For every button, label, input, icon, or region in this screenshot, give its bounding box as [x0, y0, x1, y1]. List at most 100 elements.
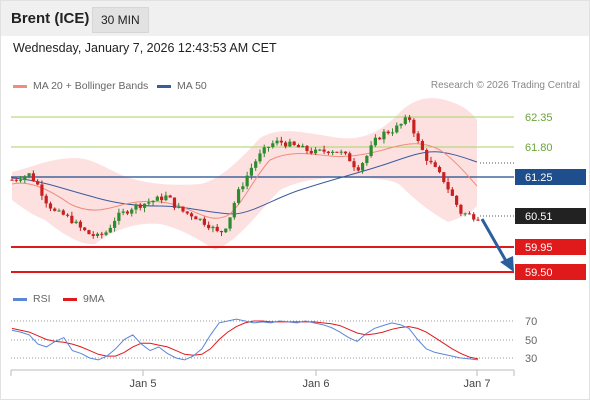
candle-body: [437, 166, 442, 173]
candle-body: [147, 202, 151, 204]
candle-body: [164, 195, 168, 201]
label-60-51: 60.51: [515, 208, 586, 224]
timeframe-button[interactable]: 30 MIN: [92, 7, 149, 33]
candle-body: [185, 211, 189, 214]
candle-body: [467, 213, 472, 215]
candle-body: [87, 230, 91, 235]
candle-body: [275, 140, 279, 144]
label-61-80-text: 61.80: [525, 142, 553, 154]
candle-body: [91, 234, 95, 236]
candle-body: [113, 220, 117, 228]
label-59-50: 59.50: [515, 264, 586, 280]
label-62-35: 62.35: [525, 112, 553, 124]
candle-body: [420, 141, 425, 150]
candle-body: [207, 224, 211, 229]
candle-body: [407, 117, 412, 120]
candle-body: [228, 217, 232, 229]
candle-body: [254, 161, 258, 168]
candle-body: [177, 206, 181, 208]
candle-body: [399, 123, 403, 126]
candle-body: [117, 212, 121, 221]
candle-body: [339, 151, 343, 153]
candle-series: [10, 114, 480, 239]
label-59-50-text: 59.50: [525, 267, 553, 279]
x-label-jan6: Jan 6: [303, 378, 330, 390]
label-61-80: 61.80: [525, 142, 553, 154]
candle-body: [296, 145, 301, 148]
label-60-51-text: 60.51: [525, 211, 553, 223]
candle-body: [31, 173, 35, 182]
ma20-swatch: [13, 84, 27, 88]
label-61-25-text: 61.25: [525, 172, 553, 184]
candle-body: [288, 141, 292, 147]
candle-body: [215, 226, 219, 232]
candle-body: [335, 151, 339, 153]
candle-body: [313, 149, 318, 154]
rsi-9ma-line: [11, 320, 479, 360]
candle-body: [373, 137, 377, 146]
candle-body: [125, 211, 130, 214]
candle-body: [356, 167, 360, 171]
label-61-25-bg: [515, 169, 586, 185]
candle-body: [284, 142, 288, 147]
candle-body: [425, 149, 429, 161]
candle-body: [271, 143, 275, 147]
candle-body: [343, 151, 348, 154]
x-label-jan7: Jan 7: [464, 378, 491, 390]
candle-body: [232, 202, 236, 218]
rsi-label: RSI: [33, 293, 51, 305]
label-61-25: 61.25: [515, 169, 586, 185]
candle-body: [416, 133, 420, 142]
candle-body: [121, 211, 125, 213]
research-credit: Research © 2026 Trading Central: [430, 80, 580, 91]
candle-body: [258, 153, 262, 162]
candle-body: [198, 218, 202, 220]
candle-body: [322, 149, 326, 152]
candle-body: [189, 213, 194, 217]
candle-body: [53, 208, 57, 211]
candle-body: [104, 232, 108, 235]
candle-body: [194, 216, 198, 220]
candle-body: [378, 137, 382, 140]
candle-body: [412, 119, 416, 134]
candle-body: [403, 117, 407, 124]
rsi-axis-50: 50: [525, 335, 537, 347]
projection-arrowhead: [500, 256, 514, 272]
candle-body: [429, 160, 433, 163]
candle-body: [279, 140, 283, 143]
candle-body: [301, 145, 305, 148]
candle-body: [44, 195, 48, 204]
candle-body: [266, 146, 271, 148]
label-62-35-text: 62.35: [525, 112, 553, 124]
label-59-95: 59.95: [515, 239, 586, 255]
rsi-axis-30: 30: [525, 353, 537, 365]
candle-body: [14, 179, 18, 181]
candle-body: [382, 131, 386, 140]
candle-body: [23, 176, 27, 180]
rsi-swatch: [13, 297, 27, 301]
candle-body: [369, 145, 373, 157]
candle-body: [155, 196, 159, 201]
candle-body: [134, 204, 138, 210]
legend-9ma: 9MA: [63, 293, 105, 305]
label-59-50-bg: [515, 264, 586, 280]
ma20-label: MA 20 + Bollinger Bands: [33, 80, 149, 92]
candle-body: [151, 200, 155, 203]
candle-body: [160, 196, 164, 201]
label-60-51-bg: [515, 208, 586, 224]
candle-body: [472, 214, 476, 220]
candle-body: [48, 203, 53, 209]
ma50-label: MA 50: [177, 80, 207, 92]
candle-body: [172, 197, 177, 208]
candle-body: [211, 226, 215, 229]
candle-body: [433, 162, 437, 167]
candle-body: [83, 227, 87, 231]
label-59-95-bg: [515, 239, 586, 255]
candle-body: [100, 233, 104, 235]
candle-body: [95, 233, 100, 236]
candle-body: [459, 204, 463, 214]
candle-body: [292, 141, 296, 146]
candle-body: [476, 219, 480, 221]
candle-body: [130, 209, 134, 214]
